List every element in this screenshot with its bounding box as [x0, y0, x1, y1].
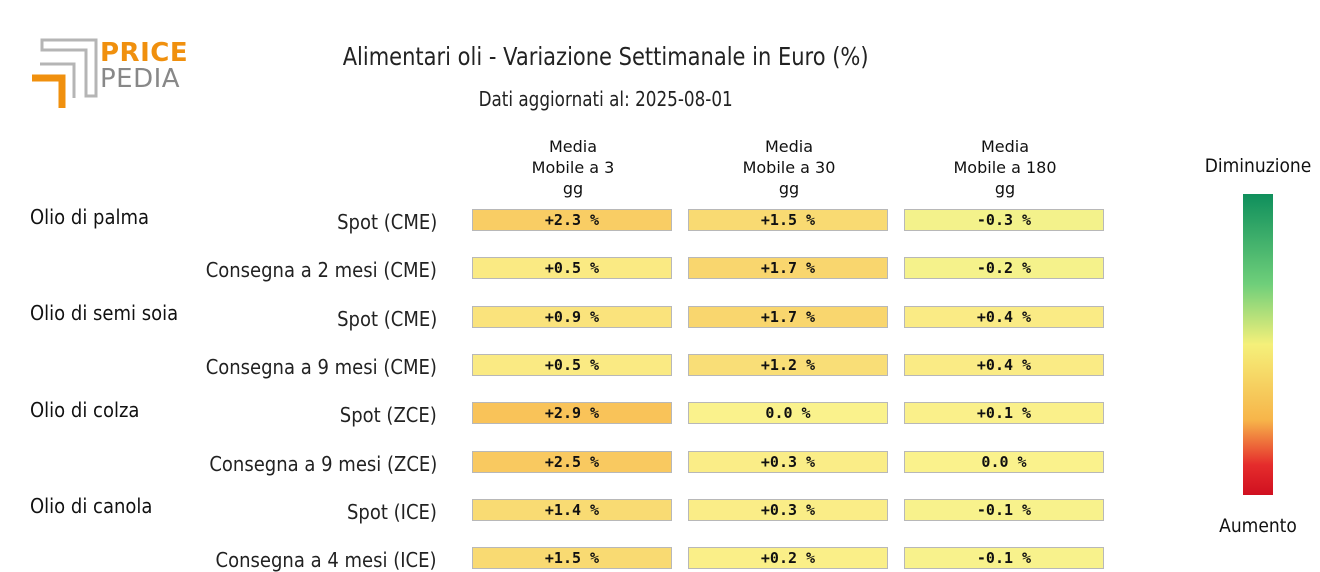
heatmap-cell: +1.4 %	[472, 498, 672, 521]
group-label-soia: Olio di semi soia	[30, 301, 179, 325]
row-label: Spot (CME)	[336, 210, 437, 234]
column-header-180gg: Media Mobile a 180 gg	[904, 136, 1106, 199]
heatmap-cell: +1.7 %	[688, 257, 888, 280]
row-label: Consegna a 9 mesi (ZCE)	[209, 451, 437, 476]
legend-label-top: Diminuzione	[1204, 155, 1312, 177]
column-header-line: Media	[548, 137, 598, 156]
row-label: Spot (ZCE)	[340, 403, 437, 428]
column-header-line: Mobile a 30	[742, 158, 836, 177]
heatmap-cell: 0.0 %	[688, 402, 888, 425]
heatmap-cell: -0.1 %	[904, 498, 1104, 521]
heatmap-cell: +2.3 %	[472, 209, 672, 231]
logo-pedia-text: PEDIA	[100, 64, 181, 94]
column-header-3gg: Media Mobile a 3 gg	[472, 136, 674, 199]
heatmap-cell: -0.1 %	[904, 547, 1104, 570]
legend-label-bottom: Aumento	[1219, 515, 1297, 537]
column-header-30gg: Media Mobile a 30 gg	[688, 136, 890, 199]
column-header-line: Media	[980, 137, 1030, 156]
heatmap-cell: +1.7 %	[688, 305, 888, 328]
row-label: Consegna a 2 mesi (CME)	[205, 258, 437, 283]
heatmap-cell: +0.5 %	[472, 353, 672, 376]
heatmap-cell: +1.5 %	[688, 209, 888, 231]
logo-mark-icon	[32, 38, 98, 108]
heatmap-cell: +0.4 %	[904, 353, 1104, 376]
column-header-line: gg	[994, 179, 1016, 198]
heatmap-cell: +0.3 %	[688, 498, 888, 521]
chart-subtitle: Dati aggiornati al: 2025-08-01	[478, 87, 733, 111]
heatmap-cell: +0.3 %	[688, 450, 888, 473]
group-label-palma: Olio di palma	[30, 205, 150, 229]
column-header-line: gg	[778, 179, 800, 198]
logo-price-text: PRICE	[100, 38, 189, 68]
column-header-line: Mobile a 3	[531, 158, 615, 177]
row-label: Spot (ICE)	[347, 499, 437, 524]
heatmap-cell: -0.2 %	[904, 257, 1104, 280]
row-label: Consegna a 4 mesi (ICE)	[216, 548, 437, 572]
column-header-line: gg	[562, 179, 584, 198]
heatmap-cell: +0.1 %	[904, 402, 1104, 425]
heatmap-cell: -0.3 %	[904, 209, 1104, 231]
heatmap-cell: +1.5 %	[472, 547, 672, 570]
row-label: Consegna a 9 mesi (CME)	[205, 354, 437, 379]
chart-title: Alimentari oli - Variazione Settimanale …	[342, 42, 869, 71]
pricepedia-logo: PRICE PEDIA	[30, 38, 190, 110]
group-label-colza: Olio di colza	[30, 398, 140, 422]
legend-color-scale	[1243, 194, 1273, 495]
heatmap-cell: 0.0 %	[904, 450, 1104, 473]
heatmap-cell: +0.5 %	[472, 257, 672, 280]
heatmap-cell: +0.2 %	[688, 547, 888, 570]
heatmap-cell: +1.2 %	[688, 353, 888, 376]
heatmap-cell: +2.5 %	[472, 450, 672, 473]
heatmap-cell: +0.4 %	[904, 305, 1104, 328]
heatmap-cell: +2.9 %	[472, 402, 672, 425]
column-header-line: Mobile a 180	[953, 158, 1057, 177]
heatmap-cell: +0.9 %	[472, 305, 672, 328]
column-header-line: Media	[764, 137, 814, 156]
row-label: Spot (CME)	[336, 306, 437, 331]
group-label-canola: Olio di canola	[30, 494, 153, 518]
